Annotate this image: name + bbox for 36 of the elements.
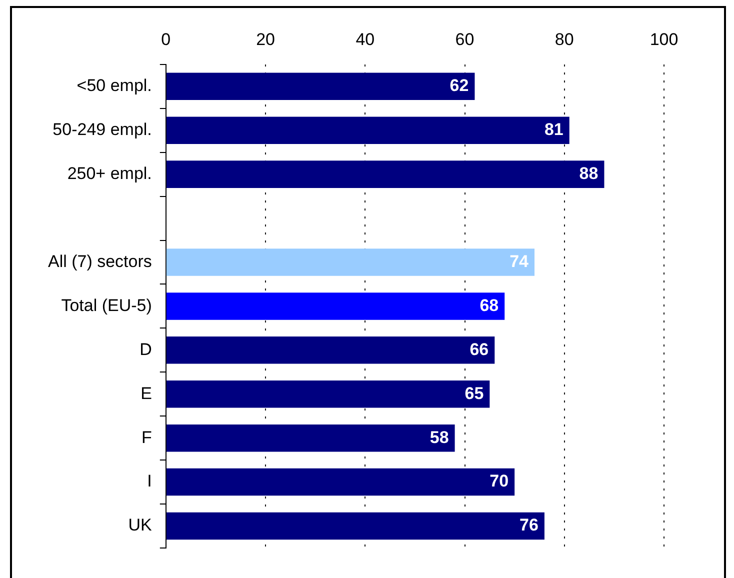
y-tick-label: 250+ empl. — [67, 164, 152, 183]
data-label: 65 — [464, 384, 484, 403]
y-tick-label: F — [142, 428, 152, 447]
y-tick-label: <50 empl. — [76, 76, 152, 96]
data-label: 74 — [510, 252, 530, 271]
x-tick-label: 60 — [455, 30, 474, 49]
y-tick-label: Total (EU-5) — [61, 296, 152, 315]
y-tick-label: All (7) sectors — [48, 252, 152, 271]
y-tick-label: 50-249 empl. — [52, 120, 152, 140]
data-label: 68 — [480, 296, 499, 315]
data-label: 76 — [520, 516, 538, 535]
x-tick-label: 100 — [650, 30, 678, 49]
y-tick-label: D — [140, 340, 152, 359]
y-tick-label: UK — [128, 516, 153, 535]
bar — [166, 468, 515, 496]
bar — [166, 424, 455, 452]
bar — [166, 72, 475, 100]
bar — [166, 336, 495, 364]
data-label: 88 — [579, 164, 598, 183]
bar — [166, 380, 490, 408]
x-tick-label: 0 — [161, 30, 171, 49]
x-tick-label: 20 — [256, 30, 275, 49]
data-label: 58 — [430, 428, 449, 447]
bar — [166, 292, 505, 320]
data-label: 70 — [490, 472, 509, 491]
data-label: 81 — [544, 120, 564, 140]
x-tick-label: 40 — [356, 30, 375, 49]
bar — [166, 116, 570, 144]
bar — [166, 512, 544, 540]
bar — [166, 248, 534, 276]
x-tick-label: 80 — [554, 30, 574, 49]
data-label: 62 — [450, 76, 469, 96]
y-tick-label: I — [147, 472, 152, 491]
y-tick-label: E — [140, 384, 152, 403]
bar — [166, 160, 604, 188]
data-label: 66 — [470, 340, 489, 359]
